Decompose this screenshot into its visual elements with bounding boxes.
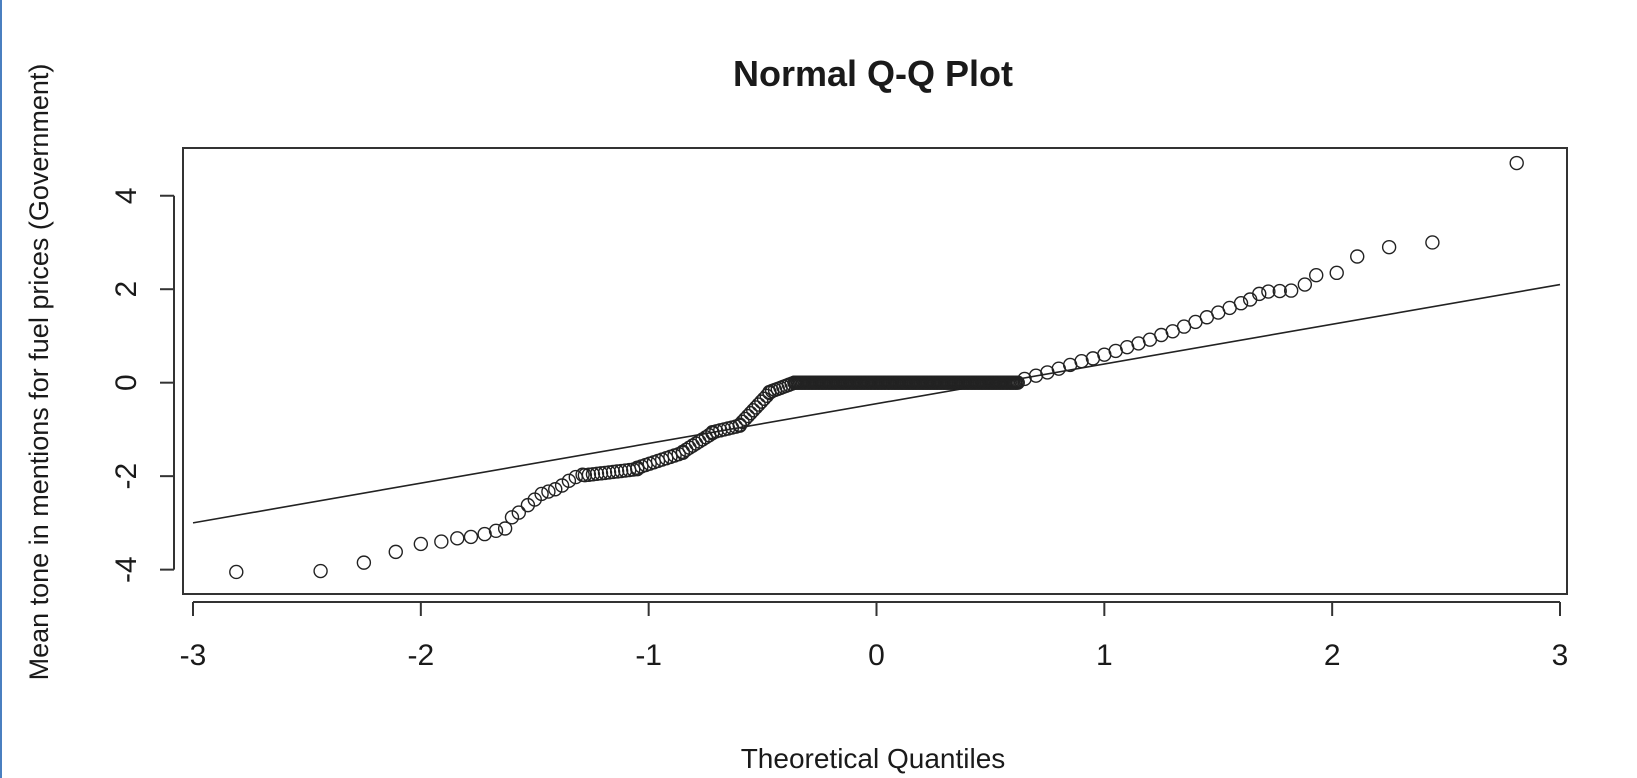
data-point (613, 463, 629, 479)
data-point (1329, 265, 1344, 281)
data-point (577, 468, 593, 483)
data-point (1381, 239, 1397, 255)
data-point (488, 523, 504, 539)
x-tick-label: 0 (868, 639, 885, 672)
y-axis: -4 -2 0 2 4 (110, 187, 175, 583)
x-axis: -3 -2 -1 0 1 2 3 (180, 601, 1569, 672)
data-point (534, 486, 549, 502)
data-point (413, 536, 429, 552)
qq-reference-line (192, 283, 1561, 524)
y-axis-label: Mean tone in mentions for fuel prices (G… (24, 64, 54, 681)
data-point (497, 521, 513, 536)
data-point (1233, 296, 1249, 311)
data-point (388, 544, 403, 560)
data-point (1261, 284, 1276, 299)
data-point (589, 466, 605, 482)
data-point (1297, 277, 1313, 292)
plot-frame (182, 147, 1568, 595)
x-axis-label: Theoretical Quantiles (741, 743, 1006, 774)
x-tick-label: -1 (635, 639, 662, 672)
y-tick-label: -4 (110, 556, 143, 583)
data-point (561, 473, 577, 489)
data-point (1252, 286, 1267, 302)
chart-title: Normal Q-Q Plot (733, 53, 1013, 94)
data-point (581, 467, 597, 482)
data-point (1309, 267, 1324, 283)
x-tick-label: 1 (1096, 639, 1113, 672)
data-point (450, 531, 465, 546)
data-point (548, 482, 563, 497)
y-tick-label: 4 (110, 187, 143, 204)
y-tick-label: -2 (110, 463, 143, 490)
data-point (313, 563, 328, 579)
x-tick-label: 3 (1552, 639, 1569, 672)
data-point (434, 534, 449, 549)
data-point (605, 464, 621, 480)
data-point (593, 466, 609, 481)
data-point (1074, 353, 1089, 369)
reference-line-group (192, 283, 1561, 524)
window-edge (0, 0, 2, 778)
x-tick-label: -3 (180, 639, 207, 672)
data-point (1425, 235, 1440, 250)
data-point (1350, 249, 1365, 264)
data-point (1283, 283, 1299, 298)
data-points-group (229, 155, 1524, 580)
x-tick-label: 2 (1324, 639, 1341, 672)
data-point (1010, 375, 1025, 390)
data-point (1272, 283, 1287, 299)
data-point (601, 465, 617, 480)
y-tick-label: 0 (110, 374, 143, 391)
data-point (1509, 155, 1524, 171)
data-point (463, 529, 479, 545)
data-point (585, 467, 601, 482)
x-tick-label: -2 (407, 639, 434, 672)
data-point (541, 484, 556, 499)
data-point (609, 464, 625, 479)
data-point (511, 505, 526, 520)
data-point (356, 555, 372, 570)
data-point (597, 465, 613, 481)
y-tick-label: 2 (110, 281, 143, 298)
data-point (229, 564, 244, 580)
